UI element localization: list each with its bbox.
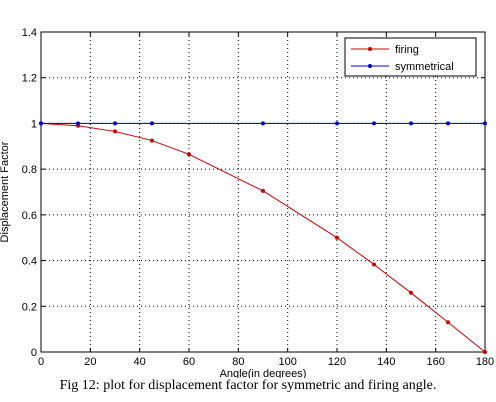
- y-tick-label: 1.2: [22, 73, 37, 85]
- y-tick-label: 0.6: [22, 210, 37, 222]
- x-axis-label: Angle(in degrees): [220, 368, 307, 378]
- x-tick-label: 20: [84, 356, 96, 368]
- y-tick-label: 0.4: [22, 256, 37, 268]
- data-point-symmetrical: [150, 121, 154, 126]
- x-tick-label: 0: [38, 356, 44, 368]
- grid: [41, 32, 485, 352]
- data-point-symmetrical: [483, 121, 487, 126]
- x-tick-label: 140: [377, 356, 395, 368]
- figure-caption: Fig 12: plot for displacement factor for…: [59, 378, 437, 393]
- plot-frame: [40, 31, 486, 353]
- data-point-symmetrical: [261, 121, 265, 126]
- series-group: [39, 121, 487, 354]
- y-tick-label: 1: [31, 118, 37, 130]
- data-point-firing: [446, 320, 450, 325]
- data-point-symmetrical: [409, 121, 413, 126]
- legend-label-firing: firing: [395, 44, 419, 56]
- data-point-symmetrical: [446, 121, 450, 126]
- x-tick-label: 180: [476, 356, 494, 368]
- chart: 0 20 40 60 80 100 120 140 160 180 0 0.2 0.4 0.6 0.8 1 1.…: [0, 27, 494, 378]
- data-point-firing: [187, 152, 191, 157]
- data-point-firing: [150, 138, 154, 143]
- x-tick-label: 160: [426, 356, 444, 368]
- data-point-symmetrical: [39, 121, 43, 126]
- x-tick-label: 100: [278, 356, 296, 368]
- data-point-symmetrical: [372, 121, 376, 126]
- data-point-firing: [335, 235, 339, 240]
- data-point-symmetrical: [335, 121, 339, 126]
- legend-marker-symmetrical: [368, 64, 372, 68]
- ticks: 0 20 40 60 80 100 120 140 160 180 0 0.2 0.4 0.6 0.8 1 1.…: [22, 27, 494, 368]
- legend-box: [344, 37, 477, 77]
- data-point-symmetrical: [113, 121, 117, 126]
- legend: firing symmetrical: [344, 37, 477, 77]
- data-point-firing: [113, 129, 117, 134]
- data-point-symmetrical: [76, 121, 80, 126]
- y-tick-label: 0.8: [22, 164, 37, 176]
- legend-label-symmetrical: symmetrical: [395, 61, 454, 73]
- y-axis-label: Displacement Factor: [0, 141, 11, 242]
- x-tick-label: 120: [328, 356, 346, 368]
- data-point-firing: [261, 188, 265, 193]
- y-tick-label: 0.2: [22, 301, 37, 313]
- x-tick-label: 80: [232, 356, 244, 368]
- legend-marker-firing: [368, 47, 372, 51]
- x-tick-label: 40: [134, 356, 146, 368]
- y-tick-label: 1.4: [22, 27, 37, 39]
- x-tick-label: 60: [183, 356, 195, 368]
- data-point-firing: [409, 290, 413, 295]
- y-tick-label: 0: [31, 347, 37, 359]
- data-point-firing: [372, 262, 376, 267]
- data-point-firing: [483, 350, 487, 354]
